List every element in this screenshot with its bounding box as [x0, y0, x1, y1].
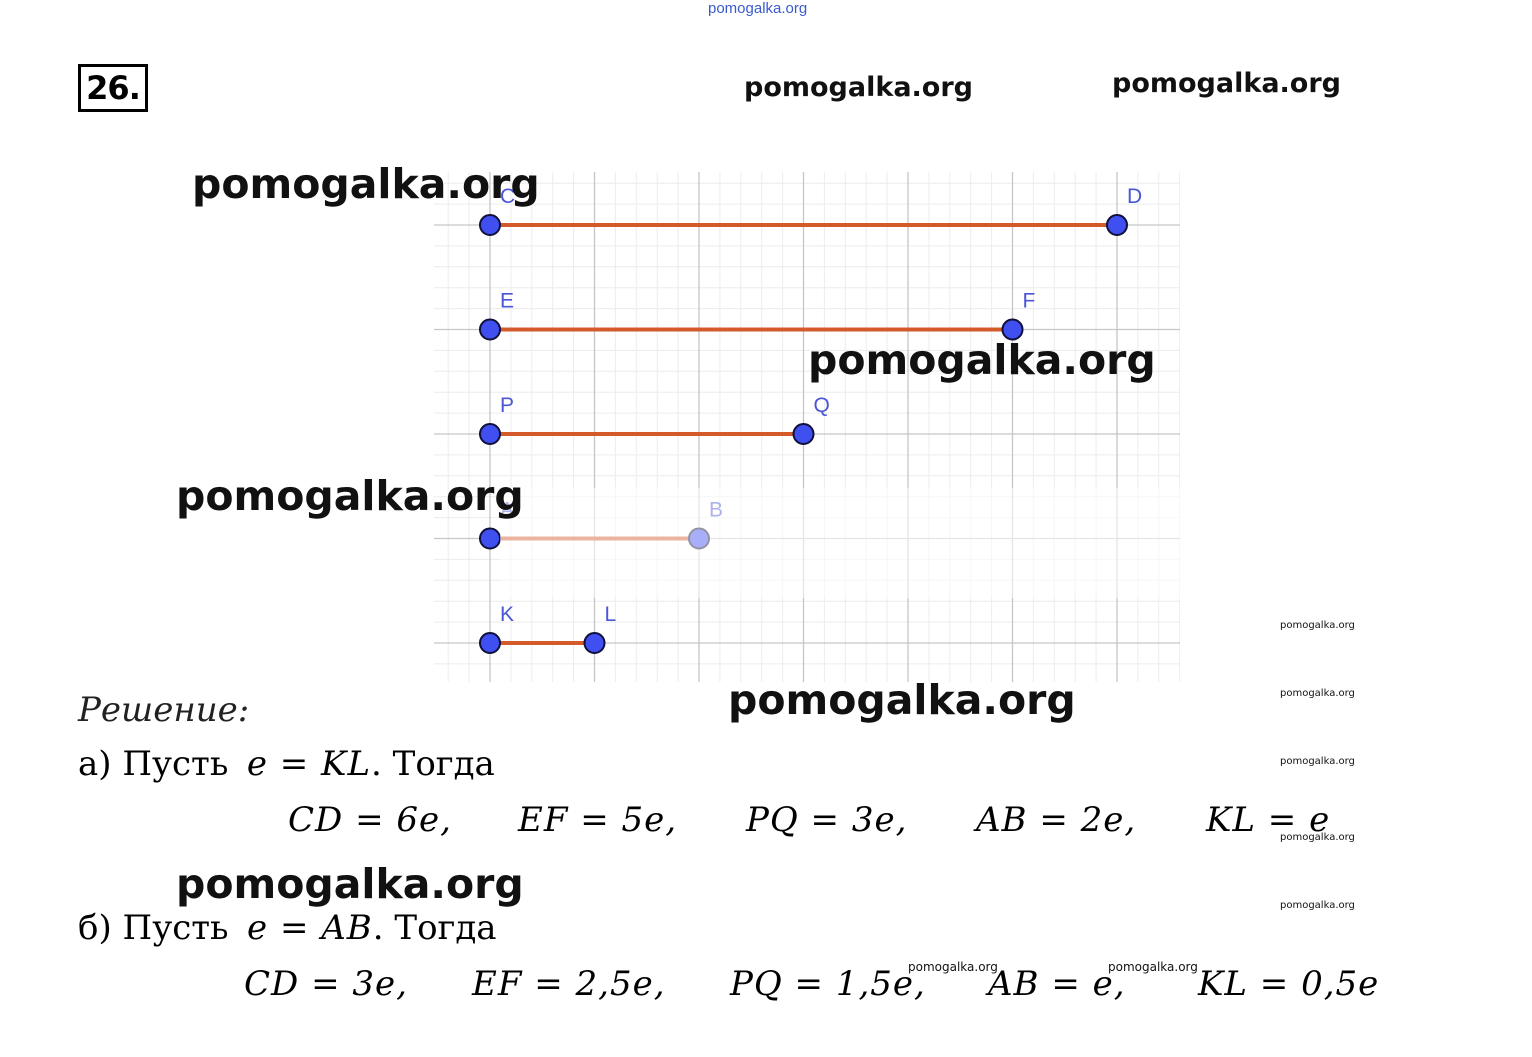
part-b-result-1: CD = 3e,: [244, 964, 408, 1004]
part-a-result-5: KL = e: [1206, 800, 1331, 840]
part-b-assign: e = AB: [247, 908, 373, 948]
watermark-small-4: pomogalka.org: [1280, 832, 1355, 843]
watermark-header-2: pomogalka.org: [1112, 68, 1341, 99]
watermark-small-5: pomogalka.org: [1280, 900, 1355, 911]
point-k: [479, 632, 501, 654]
point-label-q: Q: [814, 394, 830, 417]
point-label-c: C: [500, 185, 515, 208]
watermark-big-1: pomogalka.org: [192, 160, 540, 208]
part-b-line: б) Пусть e = AB. Тогда: [78, 908, 497, 948]
watermark-small-3: pomogalka.org: [1280, 756, 1355, 767]
part-a-assign: e = KL: [246, 744, 372, 784]
point-d: [1106, 214, 1128, 236]
part-a-result-3: PQ = 3e,: [746, 800, 908, 840]
part-b-suffix: . Тогда: [372, 908, 497, 948]
part-a-suffix: . Тогда: [371, 744, 495, 784]
watermark-big-3: pomogalka.org: [176, 472, 524, 520]
watermark-small-1: pomogalka.org: [1280, 620, 1355, 631]
point-e: [479, 318, 501, 341]
point-c: [479, 214, 501, 236]
point-l: [583, 632, 606, 654]
point-label-d: D: [1127, 185, 1142, 208]
part-b-result-5: KL = 0,5e: [1198, 964, 1380, 1004]
watermark-big-5: pomogalka.org: [176, 860, 524, 908]
part-a-prefix: а) Пусть: [78, 744, 229, 784]
point-label-f: F: [1023, 290, 1036, 313]
point-a: [479, 527, 501, 550]
point-label-p: P: [500, 394, 514, 417]
part-a-result-4: AB = 2e,: [976, 800, 1137, 840]
watermark-big-4: pomogalka.org: [728, 676, 1076, 724]
part-a-line: а) Пусть e = KL. Тогда: [78, 744, 495, 784]
point-label-k: K: [500, 603, 514, 626]
segments-figure: CDEFPQABKL: [434, 172, 1180, 682]
point-f: [1001, 318, 1024, 341]
problem-number: 26.: [78, 64, 148, 112]
part-b-result-2: EF = 2,5e,: [472, 964, 666, 1004]
point-label-e: E: [500, 290, 514, 313]
part-b-result-3: PQ = 1,5e,: [730, 964, 926, 1004]
watermark-small-7: pomogalka.org: [1108, 960, 1198, 974]
watermark-big-2: pomogalka.org: [808, 336, 1156, 384]
watermark-header-1: pomogalka.org: [744, 72, 973, 103]
watermark-small-2: pomogalka.org: [1280, 688, 1355, 699]
image-artifact: [500, 488, 1180, 598]
point-p: [479, 423, 501, 445]
part-a-result-1: CD = 6e,: [288, 800, 452, 840]
part-b-prefix: б) Пусть: [78, 908, 229, 948]
point-q: [792, 423, 815, 445]
solution-heading: Решение:: [78, 690, 250, 730]
watermark-top: pomogalka.org: [708, 0, 808, 17]
part-a-result-2: EF = 5e,: [518, 800, 678, 840]
watermark-small-6: pomogalka.org: [908, 960, 998, 974]
part-b-result-4: AB = e,: [988, 964, 1126, 1004]
point-label-l: L: [605, 603, 617, 626]
